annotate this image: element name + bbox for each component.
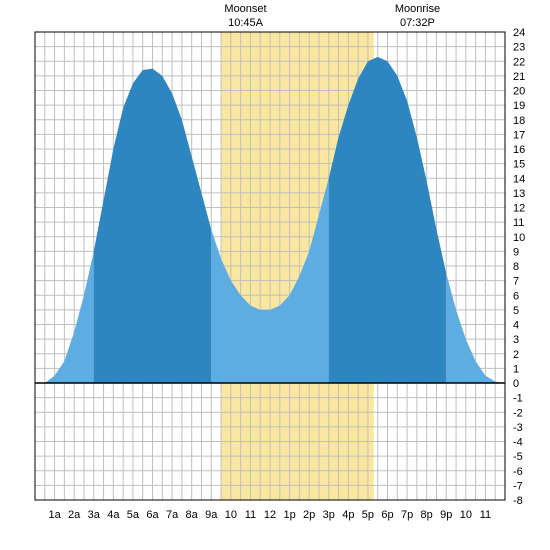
y-tick-label: 5 bbox=[513, 305, 519, 317]
x-tick-label: 3a bbox=[88, 509, 101, 521]
x-tick-label: 6a bbox=[146, 509, 159, 521]
y-tick-label: -8 bbox=[513, 495, 523, 507]
y-tick-label: 14 bbox=[513, 173, 525, 185]
y-tick-label: 19 bbox=[513, 100, 525, 112]
moonset-label: Moonset bbox=[224, 3, 266, 15]
y-tick-label: -2 bbox=[513, 407, 523, 419]
x-tick-label: 4a bbox=[107, 509, 120, 521]
moonset-time: 10:45A bbox=[228, 17, 264, 29]
y-tick-label: 24 bbox=[513, 27, 525, 39]
y-tick-label: 13 bbox=[513, 188, 525, 200]
y-tick-label: 16 bbox=[513, 144, 525, 156]
moonrise-label: Moonrise bbox=[395, 3, 440, 15]
y-tick-label: -3 bbox=[513, 422, 523, 434]
y-tick-label: -6 bbox=[513, 466, 523, 478]
y-tick-label: 7 bbox=[513, 276, 519, 288]
y-tick-label: 4 bbox=[513, 320, 519, 332]
chart-svg: -8-7-6-5-4-3-2-1012345678910111213141516… bbox=[0, 0, 550, 550]
y-tick-label: 6 bbox=[513, 290, 519, 302]
x-tick-label: 5a bbox=[127, 509, 140, 521]
x-tick-label: 9a bbox=[205, 509, 218, 521]
y-tick-label: 22 bbox=[513, 56, 525, 68]
x-tick-label: 6p bbox=[381, 509, 393, 521]
x-tick-label: 7a bbox=[166, 509, 179, 521]
y-tick-label: 3 bbox=[513, 334, 519, 346]
moonrise-time: 07:32P bbox=[400, 17, 435, 29]
y-tick-label: 8 bbox=[513, 261, 519, 273]
y-tick-label: 10 bbox=[513, 232, 525, 244]
y-tick-label: 0 bbox=[513, 378, 519, 390]
y-tick-label: 1 bbox=[513, 363, 519, 375]
tide-chart: -8-7-6-5-4-3-2-1012345678910111213141516… bbox=[0, 0, 550, 550]
x-tick-label: 7p bbox=[401, 509, 413, 521]
y-tick-label: -7 bbox=[513, 480, 523, 492]
y-tick-label: 20 bbox=[513, 86, 525, 98]
x-tick-label: 10 bbox=[225, 509, 237, 521]
y-tick-label: -1 bbox=[513, 393, 523, 405]
x-tick-label: 2a bbox=[68, 509, 81, 521]
x-tick-label: 12 bbox=[264, 509, 276, 521]
y-tick-label: 17 bbox=[513, 129, 525, 141]
x-tick-label: 5p bbox=[362, 509, 374, 521]
x-tick-label: 2p bbox=[303, 509, 315, 521]
y-tick-label: 12 bbox=[513, 203, 525, 215]
x-tick-label: 8p bbox=[421, 509, 433, 521]
x-tick-label: 9p bbox=[440, 509, 452, 521]
x-tick-label: 4p bbox=[342, 509, 354, 521]
y-tick-label: -4 bbox=[513, 437, 523, 449]
x-tick-label: 1a bbox=[48, 509, 61, 521]
y-tick-label: 23 bbox=[513, 42, 525, 54]
y-tick-label: 15 bbox=[513, 159, 525, 171]
y-tick-label: 21 bbox=[513, 71, 525, 83]
y-tick-label: -5 bbox=[513, 451, 523, 463]
x-tick-label: 8a bbox=[186, 509, 199, 521]
x-tick-label: 1p bbox=[283, 509, 295, 521]
y-tick-label: 18 bbox=[513, 115, 525, 127]
y-tick-label: 11 bbox=[513, 217, 524, 229]
x-tick-label: 11 bbox=[480, 509, 491, 521]
y-tick-label: 2 bbox=[513, 349, 519, 361]
x-tick-label: 11 bbox=[245, 509, 256, 521]
x-tick-label: 3p bbox=[323, 509, 335, 521]
x-tick-label: 10 bbox=[460, 509, 472, 521]
y-tick-label: 9 bbox=[513, 246, 519, 258]
